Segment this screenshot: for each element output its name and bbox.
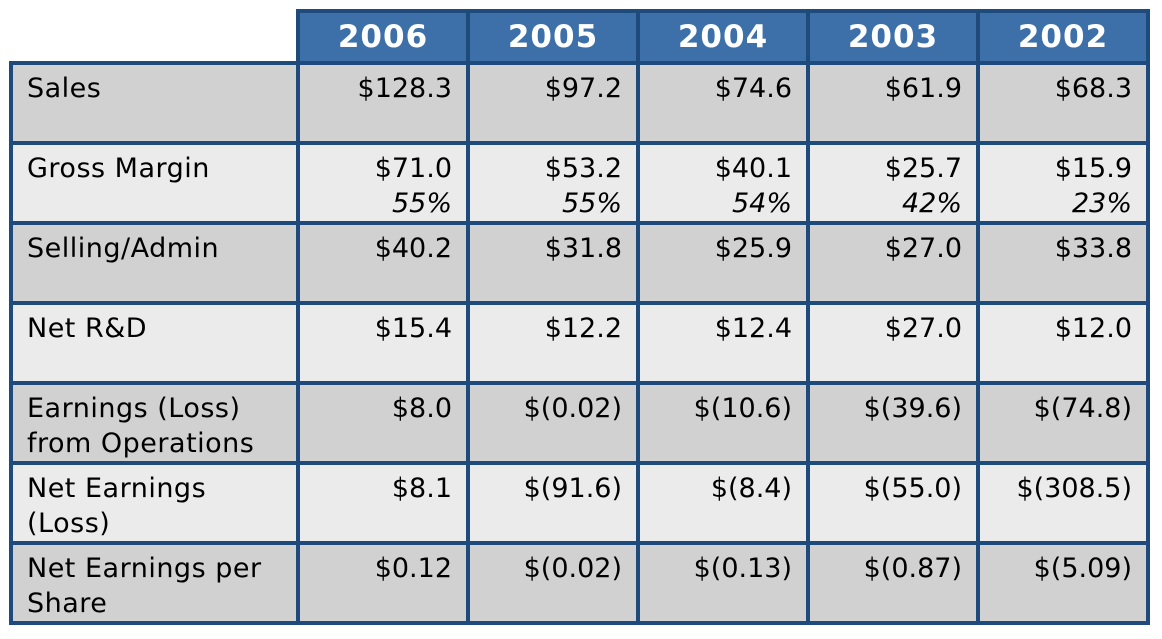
table-cell: $53.2 55%: [466, 141, 640, 225]
row-label: Sales: [9, 61, 300, 145]
year-header-2005: 2005: [466, 9, 640, 65]
table-cell: $(55.0): [806, 461, 980, 545]
year-header-2003: 2003: [806, 9, 980, 65]
cell-percent: 42%: [901, 188, 962, 219]
year-header-2004: 2004: [636, 9, 810, 65]
row-label: Selling/Admin: [9, 221, 300, 305]
table-cell: $74.6: [636, 61, 810, 145]
cell-value: $15.9: [1054, 153, 1132, 184]
cell-percent: 55%: [391, 188, 452, 219]
corner-cell: [11, 11, 298, 63]
table-cell: $68.3: [976, 61, 1150, 145]
cell-percent: 54%: [731, 188, 792, 219]
table-cell: $12.4: [636, 301, 810, 385]
table-cell: $27.0: [806, 221, 980, 305]
table-cell: $(8.4): [636, 461, 810, 545]
table-cell: $97.2: [466, 61, 640, 145]
table-cell: $8.0: [296, 381, 470, 465]
cell-value: $40.1: [714, 153, 792, 184]
year-header-2002: 2002: [976, 9, 1150, 65]
table-cell: $(74.8): [976, 381, 1150, 465]
table-cell: $61.9: [806, 61, 980, 145]
year-header-2006: 2006: [296, 9, 470, 65]
row-label: Net R&D: [9, 301, 300, 385]
header-row: 2006 2005 2004 2003 2002: [11, 9, 1150, 65]
financial-table: 2006 2005 2004 2003 2002 Sales $128.3 $9…: [9, 9, 1150, 625]
table-cell: $31.8: [466, 221, 640, 305]
table-row-net-rd: Net R&D $15.4 $12.2 $12.4 $27.0 $12.0: [9, 301, 1150, 385]
row-label: Earnings (Loss) from Operations: [9, 381, 300, 465]
table-cell: $(0.13): [636, 541, 810, 625]
table-cell: $27.0: [806, 301, 980, 385]
table-cell: $(5.09): [976, 541, 1150, 625]
table-row-sales: Sales $128.3 $97.2 $74.6 $61.9 $68.3: [9, 61, 1150, 145]
table-cell: $(91.6): [466, 461, 640, 545]
financial-table-container: 2006 2005 2004 2003 2002 Sales $128.3 $9…: [9, 9, 1150, 625]
table-cell: $71.0 55%: [296, 141, 470, 225]
table-cell: $15.9 23%: [976, 141, 1150, 225]
table-cell: $33.8: [976, 221, 1150, 305]
table-row-net-earnings-per-share: Net Earnings per Share $0.12 $(0.02) $(0…: [9, 541, 1150, 625]
table-cell: $(0.87): [806, 541, 980, 625]
table-cell: $40.2: [296, 221, 470, 305]
table-cell: $12.0: [976, 301, 1150, 385]
table-cell: $8.1: [296, 461, 470, 545]
table-cell: $40.1 54%: [636, 141, 810, 225]
table-cell: $(10.6): [636, 381, 810, 465]
table-cell: $25.7 42%: [806, 141, 980, 225]
cell-percent: 23%: [1071, 188, 1132, 219]
table-cell: $25.9: [636, 221, 810, 305]
table-row-selling-admin: Selling/Admin $40.2 $31.8 $25.9 $27.0 $3…: [9, 221, 1150, 305]
cell-value: $53.2: [544, 153, 622, 184]
table-cell: $15.4: [296, 301, 470, 385]
table-cell: $12.2: [466, 301, 640, 385]
table-cell: $(308.5): [976, 461, 1150, 545]
cell-percent: 55%: [561, 188, 622, 219]
table-cell: $(0.02): [466, 541, 640, 625]
table-row-net-earnings: Net Earnings (Loss) $8.1 $(91.6) $(8.4) …: [9, 461, 1150, 545]
table-row-gross-margin: Gross Margin $71.0 55% $53.2 55% $40.1 5…: [9, 141, 1150, 225]
row-label: Gross Margin: [9, 141, 300, 225]
row-label: Net Earnings (Loss): [9, 461, 300, 545]
table-cell: $0.12: [296, 541, 470, 625]
table-cell: $(0.02): [466, 381, 640, 465]
row-label: Net Earnings per Share: [9, 541, 300, 625]
cell-value: $71.0: [374, 153, 452, 184]
cell-value: $25.7: [884, 153, 962, 184]
table-cell: $(39.6): [806, 381, 980, 465]
table-row-earnings-from-operations: Earnings (Loss) from Operations $8.0 $(0…: [9, 381, 1150, 465]
table-cell: $128.3: [296, 61, 470, 145]
